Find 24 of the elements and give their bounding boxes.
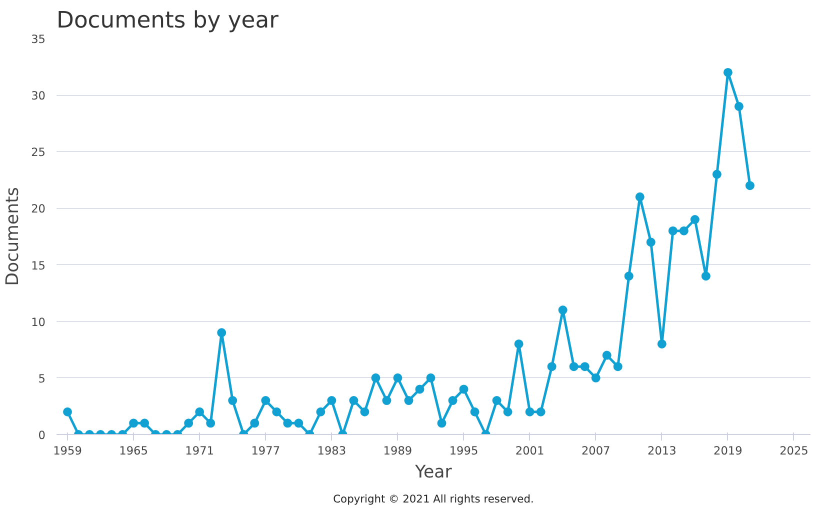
chart-title: Documents by year [56, 8, 280, 34]
x-tick-label: 1971 [185, 444, 214, 458]
x-tick-label: 2013 [647, 444, 676, 458]
x-tick-label: 1983 [317, 444, 346, 458]
x-tick-label: 2025 [780, 444, 808, 458]
y-tick-label: 35 [31, 32, 46, 46]
y-tick-label: 0 [38, 428, 46, 442]
x-tick-label: 1965 [119, 444, 148, 458]
y-tick-label: 5 [38, 371, 46, 386]
x-tick-label: 1989 [383, 444, 412, 458]
x-tick-label: 1995 [449, 444, 478, 458]
y-tick-label: 10 [31, 314, 46, 329]
x-axis-title: Year [414, 462, 453, 482]
y-axis-title: Documents [3, 187, 24, 286]
y-tick-label: 20 [31, 202, 46, 216]
y-tick-label: 25 [31, 145, 46, 160]
x-tick-label: 2019 [714, 444, 742, 458]
y-tick-label: 15 [31, 258, 46, 272]
x-tick-label: 2001 [515, 444, 544, 458]
text: Copyright © 2021 All rights reserved. [333, 492, 534, 506]
x-tick-label: 1977 [251, 444, 280, 458]
y-tick-label: 30 [31, 88, 46, 103]
x-tick-label: 1959 [53, 444, 82, 458]
x-tick-label: 2007 [581, 444, 610, 458]
